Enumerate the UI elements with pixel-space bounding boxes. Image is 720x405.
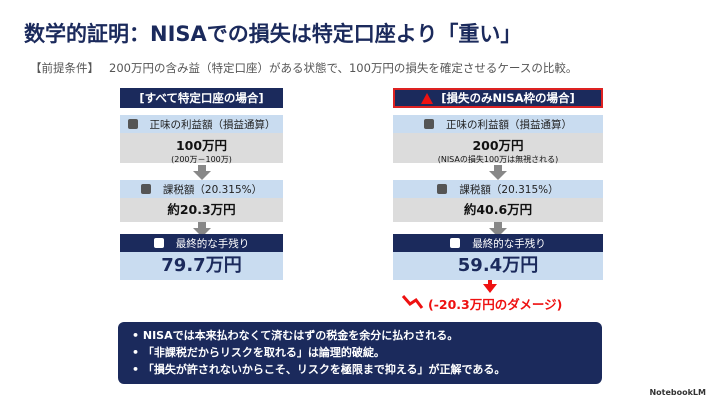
bullet: 「損失が許されないからこそ、リスクを極限まで抑える」が正解である。	[132, 361, 588, 378]
premise-label: 【前提条件】	[30, 61, 99, 75]
premise-text: 200万円の含み益（特定口座）がある状態で、100万円の損失を確定させるケースの…	[109, 61, 578, 75]
section-label: 正味の利益額（損益通算）	[120, 115, 283, 133]
summary-box: NISAでは本来払わなくて済むはずの税金を余分に払わされる。「非課税だからリスク…	[118, 322, 602, 384]
net-box: 59.4万円	[393, 252, 603, 280]
footer-logo: NotebookLM	[649, 388, 706, 397]
section-label: 最終的な手残り	[393, 234, 603, 252]
icon	[450, 238, 461, 248]
arrow-head	[489, 171, 507, 180]
bullet: 「非課税だからリスクを取れる」は論理的破綻。	[132, 344, 588, 361]
damage-arrow	[483, 284, 497, 293]
icon	[437, 184, 448, 194]
header-text: [損失のみNISA枠の場合]	[441, 91, 575, 105]
tax-value: 約40.6万円	[463, 202, 533, 217]
tax-box: 約40.6万円	[393, 198, 603, 222]
icon	[140, 184, 151, 194]
profit-note: (200万－100万)	[171, 155, 232, 164]
header-text: [すべて特定口座の場合]	[139, 91, 264, 105]
damage-text: (-20.3万円のダメージ)	[428, 297, 563, 312]
label-text: 課税額（20.315%）	[459, 183, 559, 196]
arrow-head	[192, 171, 211, 180]
label-text: 最終的な手残り	[472, 237, 546, 250]
arrow-stem	[197, 222, 206, 228]
warning-icon	[421, 92, 434, 104]
column-header: [損失のみNISA枠の場合]	[393, 88, 603, 108]
tax-value: 約20.3万円	[167, 202, 236, 217]
profit-note: (NISAの損失100万は無視される)	[437, 155, 559, 164]
premise: 【前提条件】 200万円の含み益（特定口座）がある状態で、100万円の損失を確定さ…	[30, 60, 587, 76]
net-value: 59.4万円	[457, 255, 539, 276]
profit-value: 200万円	[472, 138, 524, 153]
label-text: 課税額（20.315%）	[162, 183, 263, 196]
label-text: 正味の利益額（損益通算）	[149, 118, 276, 131]
bullet: NISAでは本来払わなくて済むはずの税金を余分に払わされる。	[132, 327, 588, 344]
section-label: 最終的な手残り	[120, 234, 283, 252]
net-value: 79.7万円	[161, 255, 242, 276]
damage-icon	[401, 295, 424, 309]
profit-box: 200万円 (NISAの損失100万は無視される)	[393, 133, 603, 164]
section-label: 課税額（20.315%）	[393, 180, 603, 198]
label-text: 最終的な手残り	[175, 237, 250, 250]
icon	[424, 119, 434, 129]
label-text: 正味の利益額（損益通算）	[446, 118, 572, 131]
arrow-stem	[494, 165, 502, 171]
icon	[127, 119, 138, 129]
profit-box: 100万円 (200万－100万)	[120, 133, 283, 164]
title: 数学的証明：NISAでの損失は特定口座より「重い」	[24, 22, 522, 46]
section-label: 課税額（20.315%）	[120, 180, 283, 198]
damage-arrow-stem	[488, 278, 492, 285]
column-header: [すべて特定口座の場合]	[120, 88, 283, 108]
arrow-stem	[494, 222, 502, 228]
arrow-head	[192, 228, 211, 237]
net-box: 79.7万円	[120, 252, 283, 280]
icon	[153, 238, 164, 248]
section-label: 正味の利益額（損益通算）	[393, 115, 603, 133]
tax-box: 約20.3万円	[120, 198, 283, 222]
profit-value: 100万円	[175, 138, 228, 153]
arrow-stem	[197, 165, 206, 171]
arrow-head	[489, 228, 507, 237]
